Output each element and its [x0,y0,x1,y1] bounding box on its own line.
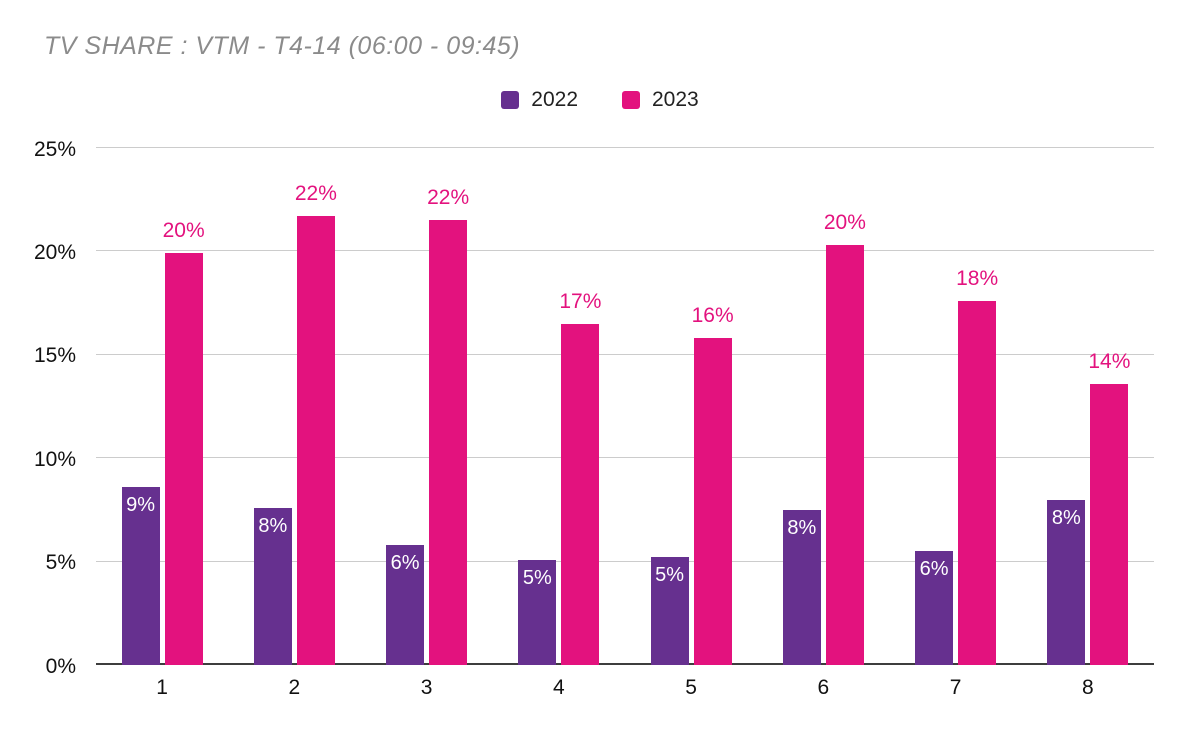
legend-item-2022: 2022 [501,88,578,112]
bar-2023-5: 16% [692,304,734,665]
bar-group-3: 6% 22% [361,148,493,665]
chart-title: TV SHARE : VTM - T4-14 (06:00 - 09:45) [44,32,521,60]
bar-slot: 8% [782,148,821,665]
bar-label-2022-4: 5% [522,566,552,589]
y-axis: 0% 5% 10% 15% 20% 25% [0,139,86,677]
x-tick-label-7: 7 [949,676,962,699]
bar-group-5: 5% 16% [625,148,757,665]
bar-2023-4: 17% [559,290,601,665]
bar-label-2023-7: 18% [956,267,999,291]
bar-group-1: 9% 20% [96,148,228,665]
plot-groups: 9% 20% 8% 22% 6% 22% 5% 17% 5% 16% 8% 20% 6% 18% 8% 14% [96,148,1154,665]
x-tick-label-8: 8 [1082,676,1094,699]
gridline [96,457,1154,459]
bar-2022-5: 5% [650,557,689,665]
bar-label-2022-2: 8% [258,514,288,537]
bar-slot: 17% [559,148,601,665]
bar-group-4: 5% 17% [493,148,625,665]
x-tick-label-1: 1 [156,676,168,699]
bar-slot: 6% [386,148,425,665]
bar-label-2022-1: 9% [126,494,156,517]
x-tick-label-4: 4 [553,676,565,699]
bar-label-2023-4: 17% [559,289,602,313]
bar-2023-3: 22% [427,186,469,665]
legend-label: 2023 [652,88,699,111]
bar-2022-8: 8% [1047,499,1086,665]
bar-slot: 18% [956,148,998,665]
y-tick-label: 15% [33,344,76,368]
bar-label-2023-3: 22% [427,186,470,210]
bar-slot: 14% [1088,148,1130,665]
bar-slot: 5% [518,148,557,665]
plot-area: 9% 20% 8% 22% 6% 22% 5% 17% 5% 16% 8% 20% 6% 18% 8% 14% [96,147,1154,665]
gridline [96,147,1154,148]
bar-2023-1: 20% [163,219,205,665]
bar-label-2023-6: 20% [823,211,866,235]
bar-label-2023-8: 14% [1088,349,1131,373]
bar-slot: 22% [295,148,337,665]
y-tick-label: 25% [33,137,76,161]
bar-slot: 8% [253,148,292,665]
bar-label-2022-3: 6% [390,552,420,575]
x-axis: 1 2 3 4 5 6 7 8 [96,676,1154,700]
x-tick-label-5: 5 [685,676,697,699]
bar-group-6: 8% 20% [757,148,889,665]
bar-label-2023-5: 16% [691,304,734,328]
gridline [96,560,1154,562]
bar-label-2023-1: 20% [162,219,205,243]
legend-item-2023: 2023 [622,88,699,112]
bar-2022-6: 8% [782,509,821,665]
x-tick-label-3: 3 [420,676,433,699]
bar-label-2022-6: 8% [787,516,817,539]
bar-2022-4: 5% [518,559,557,665]
bar-2023-7: 18% [956,267,998,665]
bar-group-2: 8% 22% [228,148,360,665]
bar-slot: 20% [163,148,205,665]
bar-2022-2: 8% [253,507,292,665]
gridline [96,353,1154,355]
bar-2022-7: 6% [915,551,954,665]
gridline [96,250,1154,252]
bar-2023-6: 20% [824,211,866,665]
y-tick-label: 20% [33,240,76,264]
y-tick-label: 10% [33,447,76,471]
bar-2023-2: 22% [295,182,337,665]
x-axis-line [96,663,1154,665]
bar-group-8: 8% 14% [1022,148,1154,665]
bar-slot: 9% [121,148,160,665]
bar-slot: 16% [692,148,734,665]
bar-slot: 6% [915,148,954,665]
bar-slot: 22% [427,148,469,665]
y-tick-label: 5% [45,551,76,575]
x-tick-label-6: 6 [817,676,830,699]
bar-label-2022-8: 8% [1051,506,1081,529]
bar-slot: 8% [1047,148,1086,665]
bar-label-2022-5: 5% [655,564,685,587]
legend-label: 2022 [531,88,578,111]
legend: 2022 2023 [0,88,1200,112]
bar-slot: 5% [650,148,689,665]
bar-2023-8: 14% [1088,350,1130,665]
bar-group-7: 6% 18% [890,148,1022,665]
y-tick-label: 0% [45,654,76,678]
x-tick-label-2: 2 [288,676,301,699]
bar-2022-3: 6% [386,545,425,665]
bar-label-2022-7: 6% [919,558,949,581]
bar-2022-1: 9% [121,487,160,665]
legend-swatch-2023 [622,91,640,109]
legend-swatch-2022 [501,91,520,109]
bar-label-2023-2: 22% [294,182,337,206]
bar-slot: 20% [824,148,866,665]
